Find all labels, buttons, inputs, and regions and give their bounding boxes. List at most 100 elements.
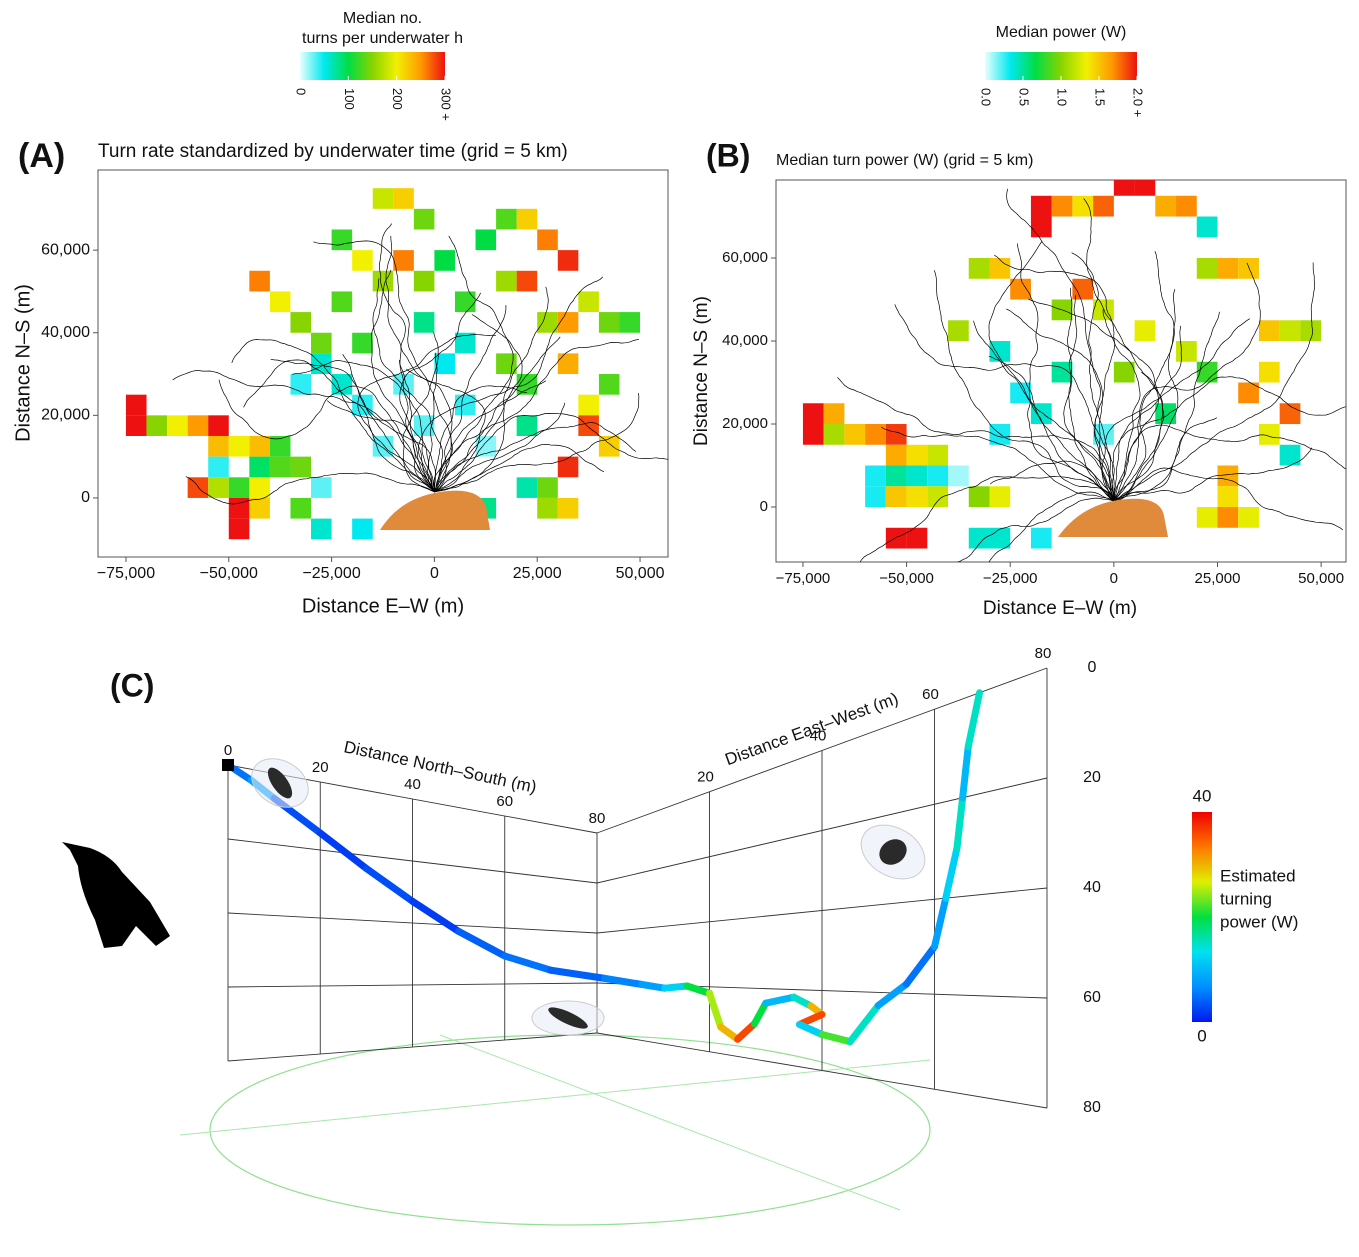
penguin-photo [548,1007,588,1029]
x-tick-label: −75,000 [776,570,831,587]
heatmap-cell [496,208,517,230]
track [399,292,481,493]
depth-tick-label: 40 [1083,879,1101,896]
grid-line [596,887,1048,934]
heatmap-cell [1134,180,1156,196]
heatmap-cell [331,229,353,251]
heatmap-cell [1093,424,1114,445]
heatmap-cell [598,374,620,395]
depth-tick-label: 80 [1083,1099,1101,1116]
colorbar-title: turning [1220,889,1272,908]
track [1006,308,1115,502]
heatmap-cell [989,258,1011,279]
track-segment [846,1002,882,1046]
colorbar-title: power (W) [1220,912,1298,931]
track-segment [501,952,555,974]
depth-tick-label: 60 [1083,989,1101,1006]
x-tick-label: 50,000 [616,565,665,582]
track [434,413,668,493]
ns-tick-label: 20 [312,759,329,776]
track [434,402,566,493]
x-tick-label: 0 [1110,570,1118,587]
grid-line [596,777,1048,884]
heatmap-cell [249,497,270,519]
ns-tick-label: 40 [404,776,421,793]
colorbar [1192,812,1212,1022]
heatmap-cell [413,312,435,333]
chart-title: Turn rate standardized by underwater tim… [98,141,568,162]
heatmap-cell [1258,320,1280,342]
heatmap-cell [906,465,928,487]
heatmap-cell [331,291,353,313]
penguin-photo [879,839,907,865]
track-segment [547,966,609,982]
heatmap-cell [1051,195,1073,217]
heatmap-cell [228,497,250,519]
heatmap-cell [311,332,332,354]
track [292,360,435,492]
heatmap-cell [249,270,270,292]
heatmap-cell [885,424,907,445]
heatmap-cell [598,435,620,457]
track [326,400,435,493]
heatmap-cell [537,229,558,251]
heatmap-cell [167,415,188,436]
heatmap-cell [1217,507,1239,528]
heatmap-cell [1093,299,1114,321]
heatmap-cell [885,444,907,466]
heatmap-cell [557,312,579,333]
track [894,304,1115,502]
heatmap-cell [372,188,394,209]
track [1113,424,1346,502]
heatmap-cell [802,424,824,445]
heatmap-cell [516,415,538,436]
heatmap-cell [393,188,414,209]
heatmap-cell [1217,465,1239,487]
heatmap-cell [823,403,845,425]
heatmap-cell [311,518,332,540]
heatmap-cell [454,291,476,313]
track [1071,252,1115,502]
heatmap-cell [989,527,1011,549]
track-segment [959,743,972,802]
heatmap-cell [927,465,949,487]
heatmap-cell [208,435,229,457]
colorbar [300,52,445,80]
floor-line [179,1059,931,1136]
heatmap-cell [948,465,969,487]
heatmap-cell [516,270,538,292]
y-tick-label: 0 [81,489,90,506]
colorbar-tick-label: 0.0 [979,88,994,106]
x-axis-label: Distance E–W (m) [983,598,1137,619]
track [1112,376,1346,502]
y-tick-label: 60,000 [41,241,90,258]
track-segment [818,1031,854,1046]
heatmap-cell [906,527,928,549]
heatmap-cell [927,486,949,508]
track [427,352,438,493]
track-segment [409,897,463,935]
heatmap-cell [228,477,250,498]
heatmap-cell [1051,361,1073,383]
track [379,223,435,493]
track [988,491,1115,562]
heatmap-cell [885,527,907,549]
floor-line [439,1034,901,1211]
colorbar-tick-label: 200 [390,88,405,110]
island [380,490,490,530]
y-tick-label: 40,000 [41,324,90,341]
x-tick-label: −50,000 [200,565,258,582]
heatmap-cell [619,312,641,333]
x-tick-label: 50,000 [1298,570,1344,587]
colorbar-title: Median power (W) [996,24,1127,41]
heatmap-cell [802,403,824,425]
track-segment [953,794,967,852]
y-tick-label: 20,000 [41,407,90,424]
y-axis-label: Distance N–S (m) [12,284,34,442]
track-segment [601,974,646,988]
heatmap-cell [1030,216,1052,238]
heatmap-cell [1279,320,1301,342]
heatmap-cell [1238,507,1259,528]
track [1067,287,1115,502]
heatmap-cell [125,415,147,436]
